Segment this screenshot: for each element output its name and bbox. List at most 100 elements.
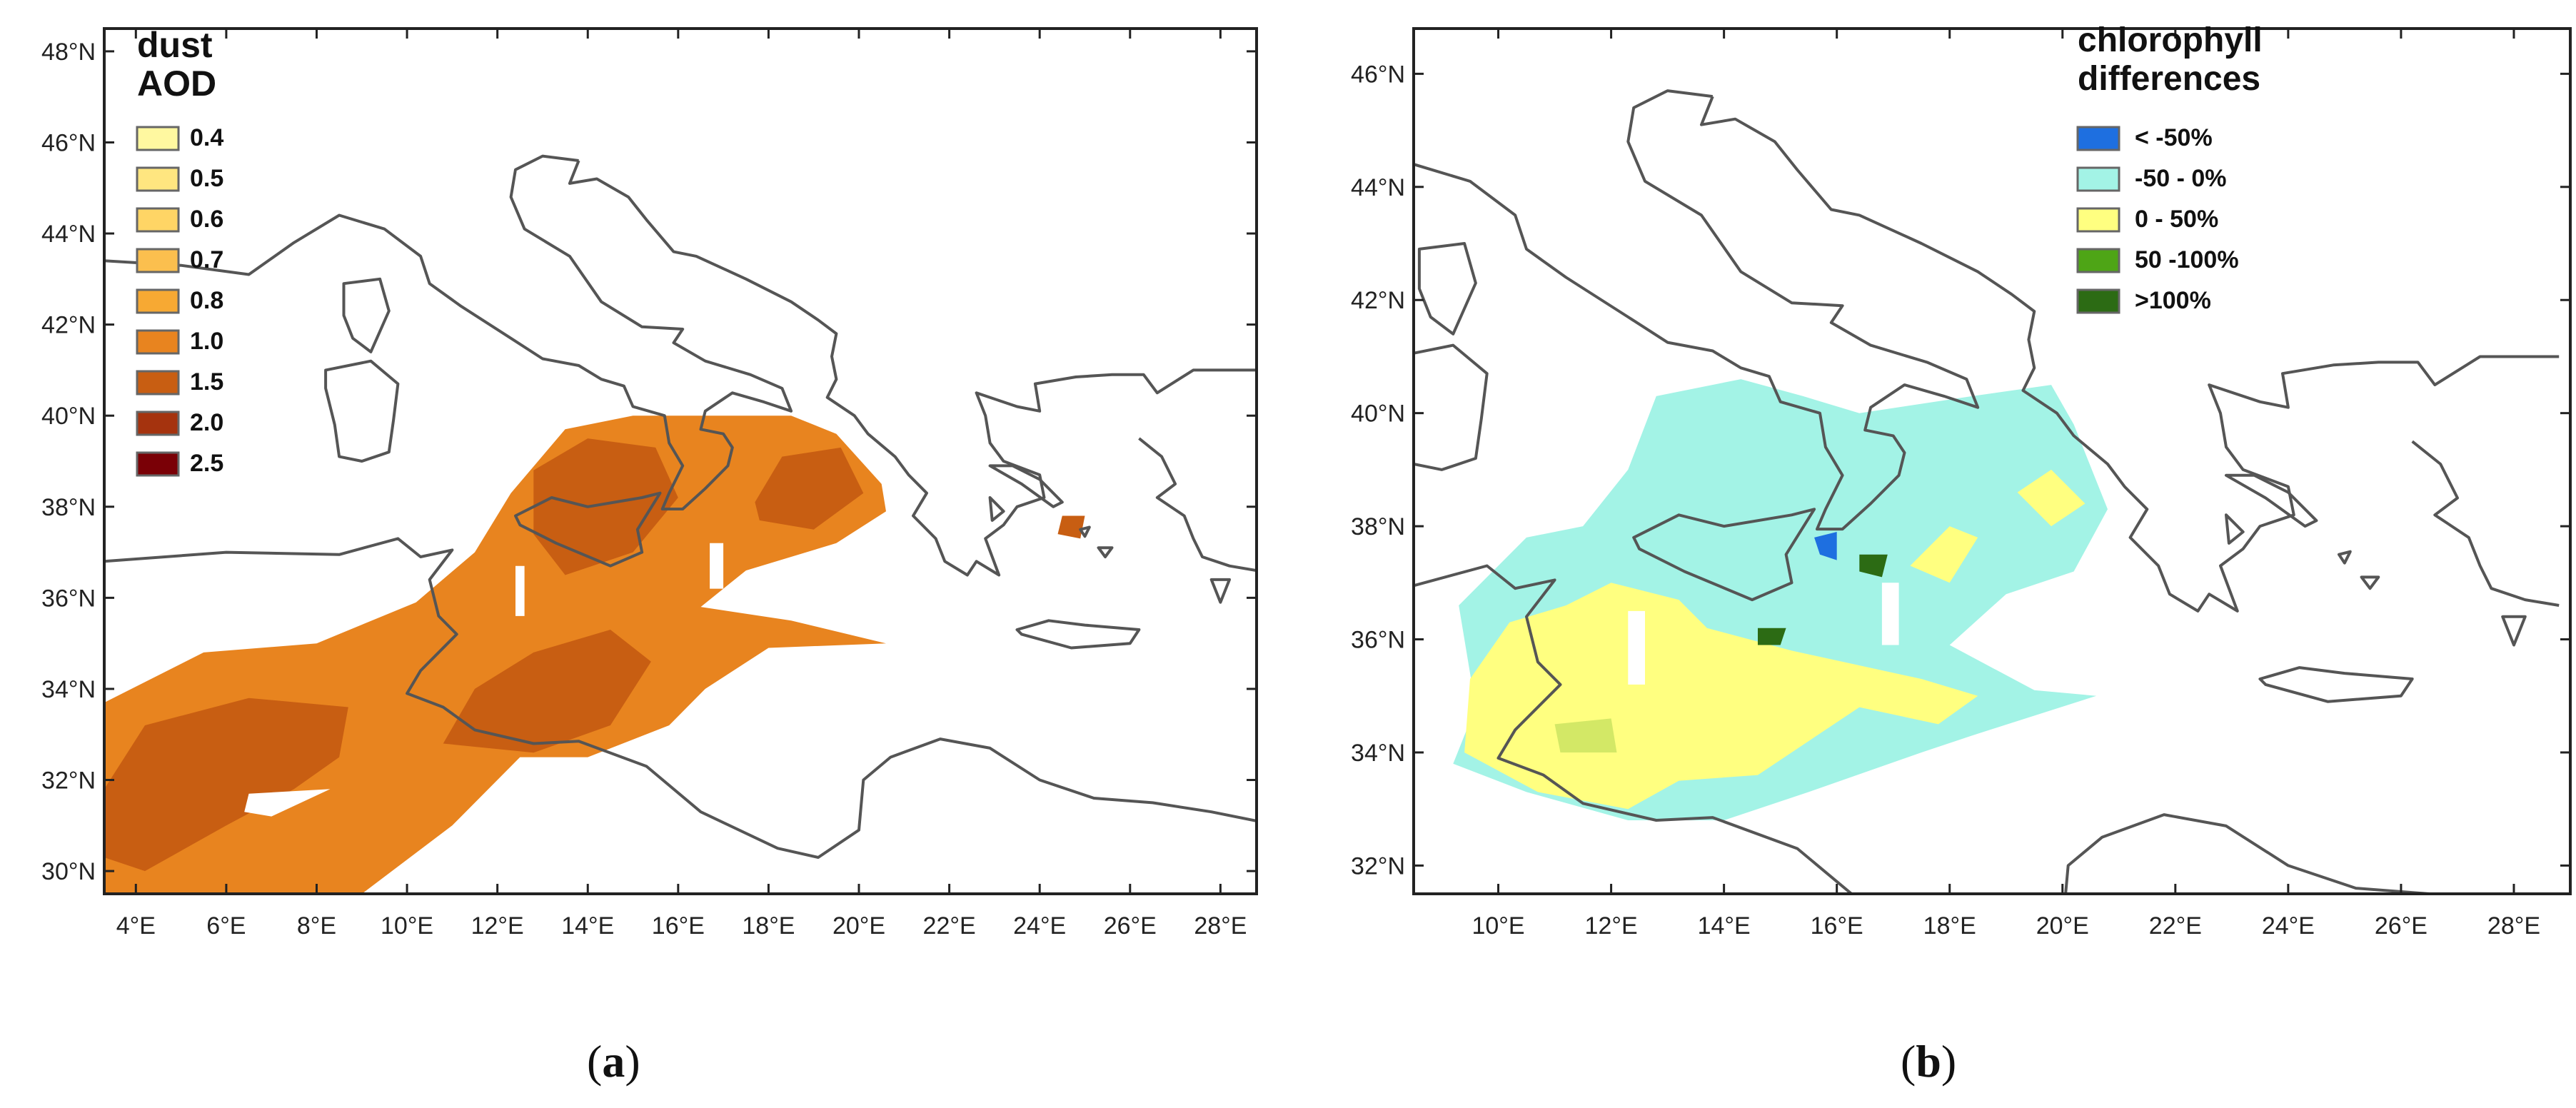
map-frame-a bbox=[103, 27, 1258, 895]
coastline-africa bbox=[1414, 564, 2439, 894]
no-data-gap bbox=[1628, 610, 1645, 685]
legend-swatch bbox=[2076, 207, 2120, 233]
coastlines-b bbox=[1414, 89, 2560, 894]
lon-tick-label: 22°E bbox=[923, 912, 976, 940]
legend-label: 0.7 bbox=[190, 246, 223, 273]
lon-tick-label: 14°E bbox=[561, 912, 614, 940]
lon-tick-label: 24°E bbox=[2262, 912, 2315, 940]
lat-tick-label: 36°N bbox=[41, 585, 96, 612]
chl-very-high-patch bbox=[1758, 628, 1786, 645]
lat-tick-label: 40°N bbox=[41, 403, 96, 430]
axis-ticks-a: 30°N 32°N 34°N 36°N 38°N 40°N 42°N 44°N 46°N 48°N… bbox=[41, 29, 1257, 940]
lat-tick-label: 36°N bbox=[1351, 627, 1405, 654]
lon-tick-label: 16°E bbox=[652, 912, 705, 940]
legend-label: 0.6 bbox=[190, 206, 223, 233]
legend-swatch bbox=[136, 411, 180, 436]
coastline-italy bbox=[104, 154, 793, 510]
aod-high-region bbox=[755, 447, 864, 530]
coastline-africa bbox=[104, 537, 1257, 859]
chl-strong-negative-patch bbox=[1814, 532, 1837, 560]
legend-swatch bbox=[2076, 126, 2120, 151]
legend-label: 0.5 bbox=[190, 165, 223, 192]
coastline-euboea bbox=[2225, 473, 2318, 528]
lon-tick-label: 28°E bbox=[2487, 912, 2540, 940]
lon-tick-label: 10°E bbox=[381, 912, 433, 940]
map-area-b bbox=[1414, 89, 2560, 894]
lon-tick-label: 14°E bbox=[1698, 912, 1751, 940]
lat-tick-label: 46°N bbox=[1351, 61, 1405, 88]
no-data-gap bbox=[710, 543, 724, 589]
legend-label: 50 -100% bbox=[2135, 246, 2239, 273]
legend-swatch bbox=[2076, 248, 2120, 273]
coastline-turkey bbox=[1138, 437, 1257, 573]
axis-ticks-b: 32°N 34°N 36°N 38°N 40°N 42°N 44°N 46°N 10°E 12°E… bbox=[1351, 29, 2570, 940]
lon-tick-label: 4°E bbox=[116, 912, 156, 940]
lon-tick-label: 8°E bbox=[297, 912, 336, 940]
coastline-sardinia bbox=[1414, 343, 1489, 471]
legend-label: >100% bbox=[2135, 287, 2211, 314]
panel-a-close: ) bbox=[625, 1036, 640, 1087]
coastline-balkans bbox=[568, 160, 1257, 577]
chl-positive-region bbox=[2017, 469, 2086, 527]
coastline-cyclades2 bbox=[1079, 525, 1091, 538]
chl-patch bbox=[1554, 718, 1617, 752]
legend-label: 2.0 bbox=[190, 409, 223, 436]
chl-very-high-patch bbox=[1859, 554, 1888, 578]
legend-swatch bbox=[2076, 288, 2120, 314]
lat-tick-label: 34°N bbox=[1351, 740, 1405, 767]
coastline-peloponnese_island bbox=[988, 496, 1005, 522]
no-data-gap bbox=[515, 565, 525, 616]
lat-tick-label: 44°N bbox=[41, 221, 96, 248]
chl-positive-region bbox=[1464, 583, 1978, 810]
coastline-cyclades2 bbox=[2338, 550, 2352, 565]
chl-positive-region bbox=[1910, 526, 1978, 583]
map-panel-a: 30°N 32°N 34°N 36°N 38°N 40°N 42°N 44°N 46°N 48°N… bbox=[41, 25, 1258, 940]
coastline-sicily bbox=[514, 491, 662, 568]
lat-tick-label: 42°N bbox=[41, 312, 96, 339]
coastline-rhodes bbox=[1209, 578, 1231, 604]
aod-high-region bbox=[104, 697, 348, 872]
coastline-crete bbox=[1015, 619, 1141, 650]
lon-tick-label: 24°E bbox=[1013, 912, 1066, 940]
aod-high-region bbox=[533, 438, 678, 575]
lon-tick-label: 26°E bbox=[1104, 912, 1157, 940]
lon-tick-label: 16°E bbox=[1811, 912, 1863, 940]
legend-title: dust bbox=[137, 25, 213, 65]
lat-tick-label: 40°N bbox=[1351, 401, 1405, 428]
lon-tick-label: 6°E bbox=[206, 912, 246, 940]
panel-a-letter: a bbox=[602, 1036, 625, 1087]
aod-high-region bbox=[443, 630, 651, 753]
panel-a-label: (a) bbox=[587, 1035, 640, 1088]
legend-label: 0 - 50% bbox=[2135, 206, 2218, 233]
coastline-corsica bbox=[1417, 242, 1477, 336]
legend-swatch bbox=[136, 329, 180, 355]
coastline-corsica bbox=[342, 277, 391, 353]
legend-swatch bbox=[136, 126, 180, 151]
lat-tick-label: 38°N bbox=[1351, 513, 1405, 540]
lon-tick-label: 26°E bbox=[2375, 912, 2427, 940]
lat-tick-label: 30°N bbox=[41, 858, 96, 885]
lat-tick-label: 34°N bbox=[41, 676, 96, 703]
panel-a-open: ( bbox=[587, 1036, 603, 1087]
legend-label: < -50% bbox=[2135, 124, 2213, 151]
lon-tick-label: 18°E bbox=[1923, 912, 1976, 940]
legend-label: 0.8 bbox=[190, 287, 223, 314]
legend-label: -50 - 0% bbox=[2135, 165, 2227, 192]
lat-tick-label: 44°N bbox=[1351, 174, 1405, 201]
lon-tick-label: 12°E bbox=[471, 912, 524, 940]
legend-swatch bbox=[136, 451, 180, 477]
lon-tick-label: 10°E bbox=[1471, 912, 1524, 940]
map-area-a bbox=[104, 154, 1257, 894]
coastline-crete bbox=[2258, 666, 2414, 703]
coastline-euboea bbox=[988, 464, 1064, 508]
lat-tick-label: 48°N bbox=[41, 39, 96, 66]
coastline-sardinia bbox=[324, 359, 400, 463]
legend-swatch bbox=[2076, 166, 2120, 192]
lat-tick-label: 46°N bbox=[41, 129, 96, 156]
lat-tick-label: 42°N bbox=[1351, 287, 1405, 314]
legend-label: 1.5 bbox=[190, 368, 223, 396]
